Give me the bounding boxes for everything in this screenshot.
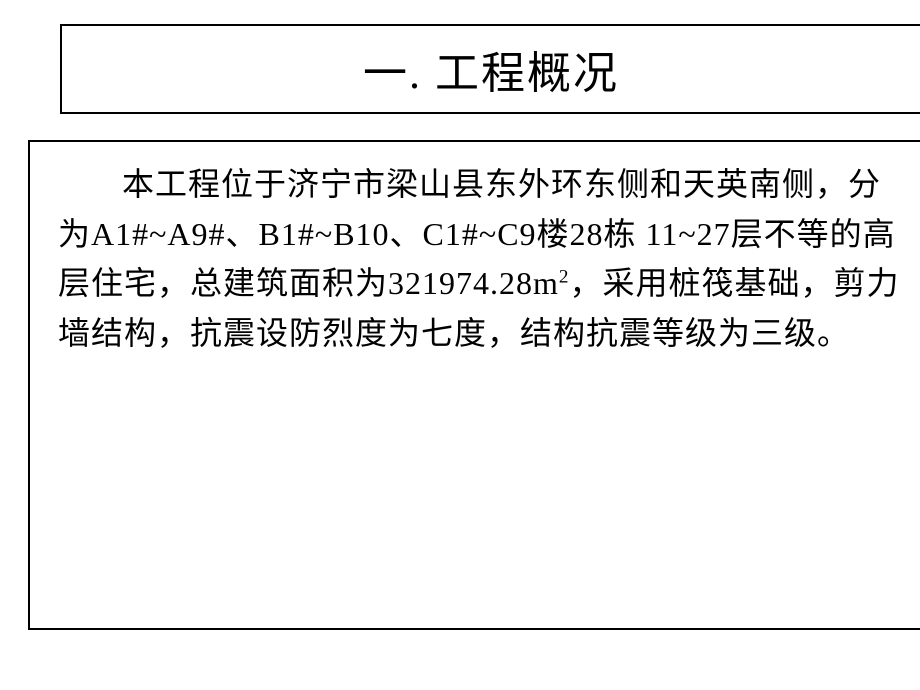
content-container: 本工程位于济宁市梁山县东外环东侧和天英南侧，分为A1#~A9#、B1#~B10、… [28,140,920,630]
content-paragraph: 本工程位于济宁市梁山县东外环东侧和天英南侧，分为A1#~A9#、B1#~B10、… [58,160,900,358]
superscript-2: 2 [559,267,570,288]
title-container: 一. 工程概况 [60,24,920,114]
page-title: 一. 工程概况 [363,37,619,101]
